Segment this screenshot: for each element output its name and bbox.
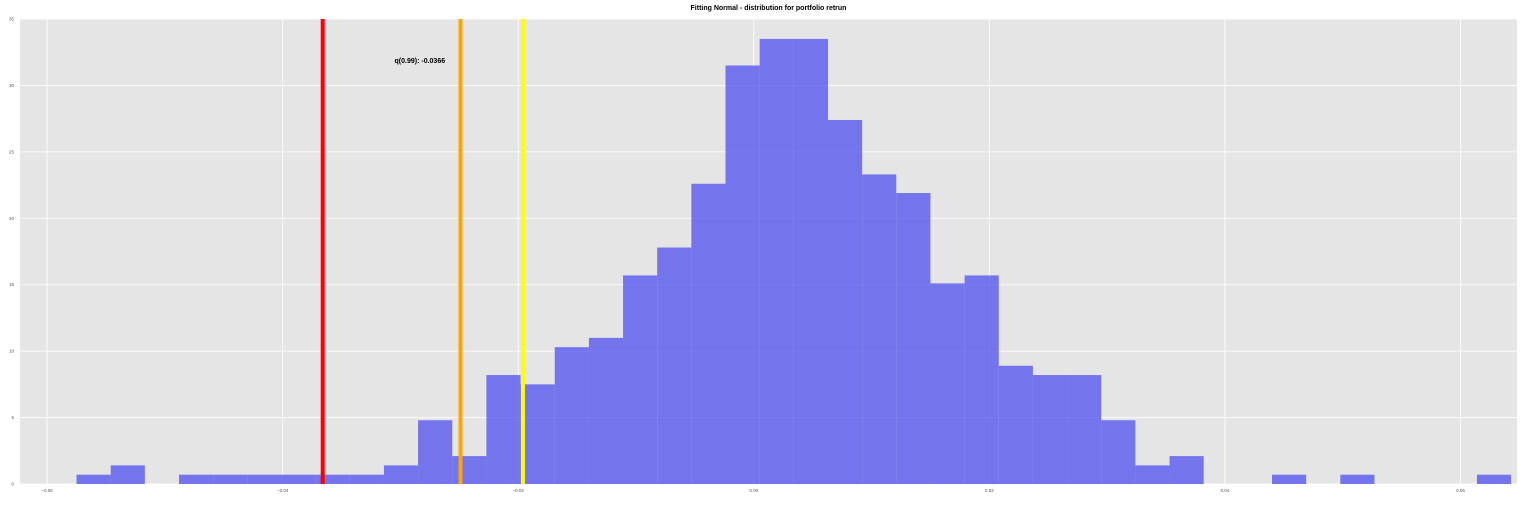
histogram-bar — [315, 474, 350, 484]
y-tick-label: 5 — [11, 415, 14, 420]
x-tick-label: 0.06 — [1456, 488, 1465, 493]
chart-title: Fitting Normal - distribution for portfo… — [690, 5, 847, 12]
y-tick-label: 25 — [9, 149, 15, 154]
histogram-bar — [486, 375, 521, 484]
histogram-bar — [1340, 474, 1375, 484]
y-tick-label: 35 — [9, 17, 15, 22]
histogram-bar — [76, 474, 111, 484]
histogram-bar — [588, 337, 624, 484]
histogram-bar — [281, 474, 316, 484]
histogram-bar — [827, 119, 863, 484]
histogram-bar — [1169, 456, 1204, 484]
y-tick-label: 15 — [9, 282, 15, 287]
histogram-bar — [1101, 420, 1136, 484]
x-tick-label: 0.02 — [985, 488, 994, 493]
histogram-bar — [1067, 375, 1102, 484]
x-tick-label: 0.04 — [1221, 488, 1230, 493]
histogram-bar — [623, 275, 658, 484]
y-tick-label: 30 — [9, 83, 15, 88]
histogram-bar — [418, 420, 453, 484]
histogram-bar — [657, 247, 692, 484]
histogram-bar — [554, 347, 589, 484]
histogram-bar — [691, 183, 726, 484]
x-tick-label: −0.06 — [41, 488, 53, 493]
histogram-bar — [1032, 375, 1068, 484]
x-tick-label: −0.02 — [513, 488, 525, 493]
histogram-bar — [110, 465, 145, 484]
histogram-bar — [1476, 474, 1512, 484]
histogram-bar — [179, 474, 214, 484]
y-tick-label: 20 — [9, 216, 15, 221]
quantile-annotation: q(0.99): -0.0366 — [395, 58, 446, 65]
x-tick-label: 0.00 — [749, 488, 758, 493]
y-tick-label: 0 — [11, 482, 14, 487]
histogram-bar — [964, 275, 999, 484]
x-tick-label: −0.04 — [277, 488, 289, 493]
histogram-bar — [793, 38, 828, 485]
histogram-bar — [520, 384, 555, 484]
histogram-bar — [896, 193, 931, 485]
histogram-bar — [213, 474, 248, 484]
histogram-bar — [930, 283, 965, 484]
histogram-bar — [349, 474, 384, 484]
histogram-bar — [998, 365, 1033, 484]
histogram-bar — [383, 465, 419, 484]
histogram-bar — [452, 456, 487, 484]
histogram-bar — [759, 38, 794, 485]
histogram-bar — [862, 174, 897, 484]
histogram-bar — [1135, 465, 1170, 484]
histogram-bar — [247, 474, 282, 484]
histogram-bar — [1272, 474, 1307, 484]
y-tick-label: 10 — [9, 349, 15, 354]
histogram-bar — [725, 65, 760, 484]
